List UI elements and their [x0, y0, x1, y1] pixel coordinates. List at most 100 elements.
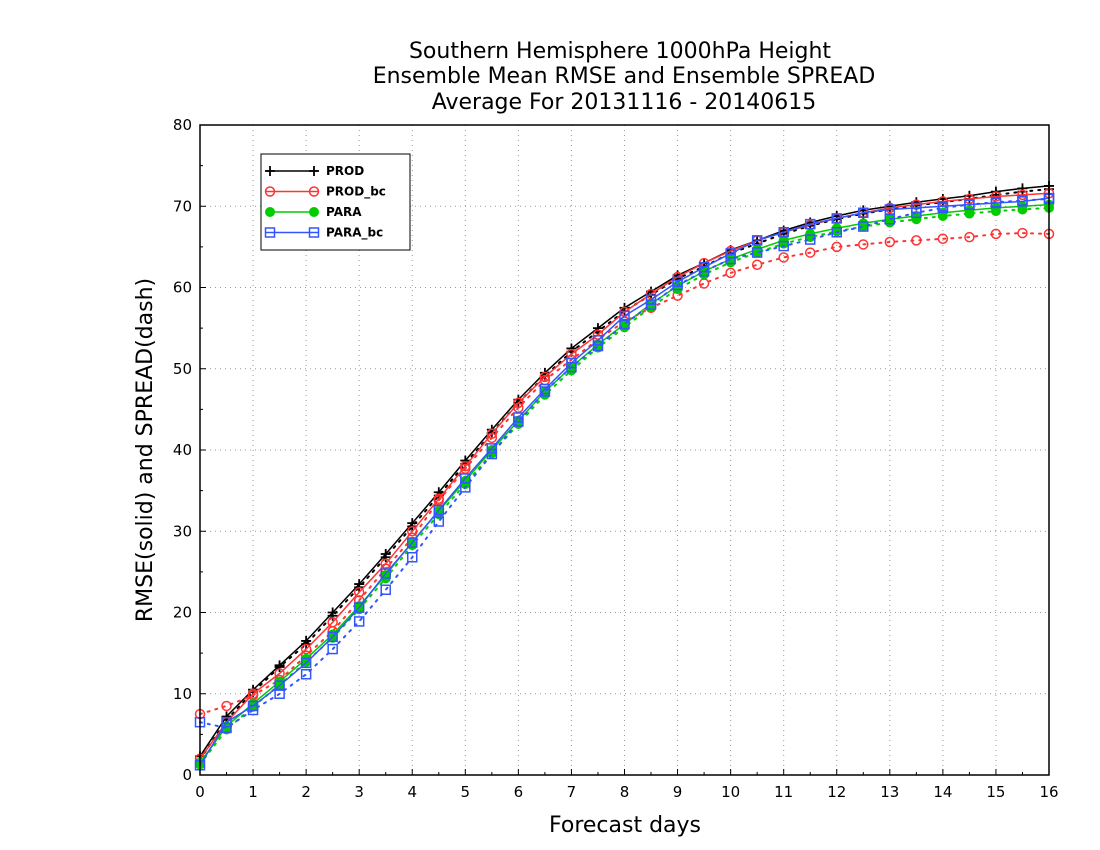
x-tick-label: 2 — [301, 783, 311, 801]
legend-item-prod-bc: PROD_bc — [264, 185, 386, 200]
prod-bc-spread-marker — [221, 700, 232, 712]
x-tick-label: 1 — [248, 783, 258, 801]
y-tick-label: 50 — [173, 360, 192, 378]
para-bc-rmse-marker — [990, 197, 1002, 209]
legend-marker — [308, 186, 320, 197]
prod-bc-rmse-marker — [964, 193, 975, 205]
para-bc-rmse-marker — [486, 443, 498, 454]
para-bc-spread-marker — [751, 247, 763, 258]
para-bc-spread-marker — [804, 234, 816, 245]
para-bc-spread-marker — [725, 253, 736, 265]
prod-rmse-marker — [221, 711, 232, 722]
para-bc-rmse-marker — [619, 310, 630, 322]
prod-bc-spread-marker — [725, 267, 736, 279]
para-bc-spread-marker — [300, 669, 312, 680]
prod-bc-rmse-marker — [645, 288, 657, 300]
prod-bc-spread-marker — [858, 239, 869, 250]
prod-bc-rmse-marker — [433, 493, 445, 504]
para-bc-spread-marker — [380, 584, 391, 595]
prod-bc-spread-marker — [937, 233, 949, 244]
x-tick-label: 13 — [880, 783, 899, 801]
para-bc-rmse-marker — [778, 227, 789, 238]
para-bc-rmse-line — [199, 197, 1050, 767]
x-tick-label: 6 — [514, 783, 524, 801]
x-tick-label: 3 — [354, 783, 364, 801]
legend-marker — [308, 227, 320, 238]
para-bc-rmse-marker — [911, 202, 922, 214]
para-bc-rmse-marker — [460, 473, 471, 484]
prod-bc-rmse-marker — [1017, 189, 1028, 201]
series-prod-rmse — [195, 180, 1054, 762]
para-bc-spread-marker — [831, 227, 842, 238]
para-bc-spread-marker — [592, 340, 604, 352]
x-tick-label: 10 — [721, 783, 740, 801]
legend-item-prod: PROD — [265, 164, 364, 178]
series-para-spread — [195, 202, 1054, 770]
para-bc-rmse-marker — [274, 680, 285, 691]
prod-rmse-marker — [566, 343, 577, 354]
prod-bc-spread-marker — [911, 235, 922, 246]
prod-bc-spread-marker — [831, 241, 842, 253]
para-bc-rmse-marker — [672, 276, 683, 288]
para-bc-rmse-marker — [964, 199, 975, 210]
prod-bc-rmse-marker — [460, 461, 471, 472]
para-bc-rmse-marker — [407, 537, 418, 548]
prod-bc-rmse-marker — [300, 643, 312, 655]
para-bc-rmse-marker — [937, 201, 949, 212]
title-line-1: Southern Hemisphere 1000hPa Height — [409, 39, 831, 64]
legend-box — [260, 153, 411, 251]
y-axis: 0 10 20 30 40 50 60 70 80 — [173, 116, 206, 784]
prod-bc-spread-marker — [884, 236, 896, 248]
chart-title: Southern Hemisphere 1000hPa Height Ensem… — [373, 39, 876, 115]
y-axis-label: RMSE(solid) and SPREAD(dash) — [133, 278, 158, 622]
para-bc-rmse-marker — [247, 700, 259, 712]
legend-marker — [309, 166, 319, 176]
para-rmse-marker — [725, 254, 736, 265]
prod-bc-rmse-marker — [990, 191, 1002, 202]
title-line-2: Ensemble Mean RMSE and Ensemble SPREAD — [373, 64, 876, 89]
y-tick-label: 0 — [182, 766, 192, 784]
legend-marker — [265, 207, 275, 217]
prod-bc-rmse-marker — [539, 371, 551, 383]
para-rmse-marker — [805, 228, 816, 239]
prod-bc-spread-marker — [751, 259, 763, 270]
x-tick-label: 7 — [567, 783, 577, 801]
prod-bc-rmse-marker — [247, 688, 259, 699]
para-bc-rmse-marker — [831, 213, 842, 224]
y-tick-label: 40 — [173, 441, 192, 459]
x-tick-label: 15 — [986, 783, 1005, 801]
para-bc-rmse-marker — [645, 294, 657, 305]
para-bc-rmse-marker — [804, 218, 816, 230]
para-bc-rmse-marker — [221, 716, 232, 728]
para-bc-spread-marker — [433, 516, 445, 527]
prod-rmse-marker — [1017, 183, 1028, 194]
para-bc-rmse-marker — [300, 657, 312, 669]
legend-marker — [264, 186, 276, 197]
x-tick-label: 8 — [620, 783, 630, 801]
para-bc-spread-marker — [858, 221, 869, 232]
para-bc-rmse-marker — [698, 261, 710, 273]
x-tick-label: 11 — [774, 783, 793, 801]
para-bc-rmse-marker — [1017, 196, 1028, 207]
prod-bc-spread-marker — [1017, 227, 1028, 239]
para-bc-rmse-marker — [380, 568, 391, 579]
legend-label: PROD — [326, 164, 364, 178]
x-axis-label: Forecast days — [549, 813, 701, 838]
para-bc-rmse-marker — [353, 602, 365, 613]
prod-bc-rmse-marker — [407, 526, 418, 537]
x-tick-label: 4 — [407, 783, 417, 801]
legend-label: PARA — [326, 205, 362, 219]
x-tick-label: 16 — [1039, 783, 1058, 801]
legend: PROD PROD_bc PARA PARA_bc — [260, 153, 411, 251]
para-bc-rmse-marker — [566, 357, 577, 369]
para-bc-spread-marker — [407, 552, 418, 563]
para-bc-spread-marker — [619, 318, 630, 330]
para-bc-rmse-marker — [884, 204, 896, 215]
prod-rmse-marker — [327, 607, 338, 618]
para-rmse-marker — [964, 205, 975, 216]
y-tick-label: 10 — [173, 685, 192, 703]
para-bc-spread-marker — [274, 688, 285, 699]
para-bc-rmse-marker — [433, 504, 445, 516]
legend-item-para: PARA — [265, 205, 362, 219]
